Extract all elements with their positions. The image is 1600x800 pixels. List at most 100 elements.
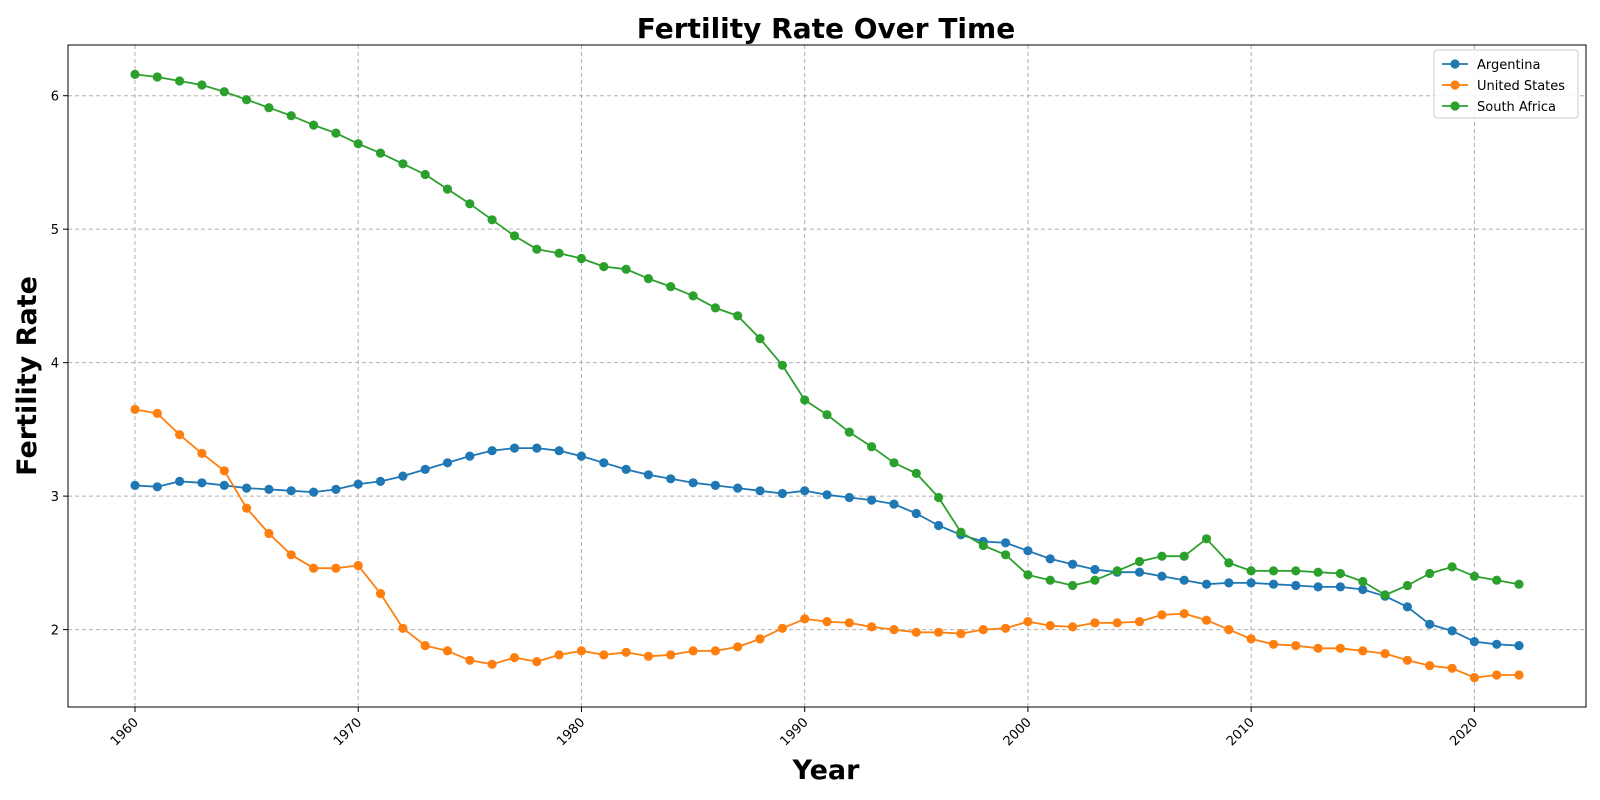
data-point-united-states (643, 651, 654, 661)
data-point-argentina (710, 480, 721, 490)
data-point-argentina (1402, 602, 1412, 612)
data-point-united-states (1313, 643, 1323, 653)
data-point-united-states (956, 629, 966, 639)
data-point-united-states (197, 448, 207, 458)
y-axis-ticks: 2 3 4 5 6 (51, 90, 68, 639)
data-point-south-africa (130, 69, 140, 79)
data-point-argentina (755, 486, 765, 496)
data-point-south-africa (1514, 579, 1524, 589)
data-point-south-africa (822, 410, 832, 420)
data-point-united-states (1514, 670, 1524, 680)
legend-label: Argentina (1477, 58, 1540, 73)
data-point-argentina (666, 474, 676, 484)
data-point-south-africa (1469, 571, 1479, 581)
data-point-united-states (710, 646, 721, 656)
legend: Argentina United States South Africa (1433, 49, 1579, 119)
data-point-south-africa (219, 87, 229, 97)
data-point-argentina (264, 484, 274, 494)
y-tick-label: 2 (51, 624, 59, 639)
data-point-united-states (1134, 617, 1145, 627)
grid-lines (68, 45, 1586, 707)
data-point-south-africa (599, 262, 609, 272)
data-point-united-states (532, 657, 542, 667)
data-point-united-states (1380, 649, 1390, 659)
data-point-south-africa (264, 103, 274, 113)
data-point-south-africa (487, 215, 497, 225)
data-point-united-states (442, 646, 453, 656)
data-point-united-states (219, 466, 229, 476)
data-point-united-states (1447, 663, 1457, 673)
data-point-united-states (420, 641, 430, 651)
data-point-united-states (800, 614, 810, 624)
data-point-united-states (398, 623, 408, 633)
data-point-south-africa (1291, 566, 1301, 576)
data-point-south-africa (1492, 575, 1502, 585)
data-point-united-states (1492, 670, 1502, 680)
data-point-united-states (1068, 622, 1078, 632)
data-point-south-africa (509, 231, 520, 241)
data-point-south-africa (398, 159, 408, 169)
data-point-united-states (934, 627, 944, 637)
data-point-south-africa (1023, 570, 1033, 580)
data-point-argentina (867, 495, 877, 505)
data-point-south-africa (956, 527, 966, 537)
data-point-argentina (777, 488, 788, 499)
data-point-argentina (331, 484, 341, 494)
data-point-argentina (353, 479, 363, 489)
data-point-south-africa (442, 184, 453, 194)
data-point-south-africa (242, 95, 252, 105)
data-point-argentina (197, 478, 207, 488)
data-point-south-africa (666, 282, 676, 292)
data-point-south-africa (1179, 551, 1189, 561)
data-point-argentina (1001, 538, 1011, 548)
data-point-argentina (1068, 559, 1078, 569)
data-point-south-africa (532, 244, 542, 254)
data-point-argentina (1469, 637, 1479, 647)
data-point-united-states (286, 550, 296, 560)
data-point-argentina (554, 446, 564, 456)
data-point-south-africa (800, 395, 810, 405)
data-point-argentina (309, 487, 319, 497)
data-point-united-states (844, 618, 854, 628)
data-point-south-africa (1358, 576, 1368, 587)
data-point-south-africa (1045, 575, 1055, 585)
data-point-argentina (822, 490, 832, 500)
data-point-south-africa (1157, 551, 1167, 561)
data-point-south-africa (375, 148, 386, 158)
data-point-argentina (576, 451, 587, 461)
data-point-united-states (867, 622, 877, 632)
data-point-united-states (375, 589, 386, 599)
data-point-united-states (1090, 618, 1100, 628)
legend-marker (1450, 59, 1460, 69)
data-point-south-africa (1201, 534, 1212, 544)
data-point-argentina (152, 482, 162, 492)
data-point-south-africa (152, 72, 162, 82)
data-point-united-states (309, 563, 319, 573)
data-point-united-states (130, 404, 140, 414)
data-point-united-states (487, 659, 497, 669)
data-point-argentina (465, 451, 475, 461)
data-point-south-africa (755, 334, 765, 344)
legend-box (1433, 49, 1579, 119)
data-point-united-states (1402, 655, 1412, 665)
data-point-united-states (1268, 639, 1279, 649)
data-point-south-africa (621, 264, 631, 274)
data-point-united-states (1291, 641, 1301, 651)
legend-marker (1450, 80, 1460, 90)
data-point-united-states (1224, 625, 1234, 635)
data-point-south-africa (867, 442, 877, 452)
legend-item-argentina: Argentina (1442, 58, 1540, 73)
data-point-south-africa (710, 303, 721, 313)
chart-title: Fertility Rate Over Time (637, 12, 1015, 45)
data-point-united-states (1023, 617, 1033, 627)
data-point-argentina (1335, 582, 1345, 592)
data-point-argentina (1447, 626, 1457, 636)
data-point-united-states (1246, 634, 1256, 644)
data-point-argentina (286, 486, 296, 496)
data-point-south-africa (1268, 566, 1279, 576)
x-axis-label: Year (792, 755, 861, 786)
data-point-south-africa (1335, 568, 1345, 579)
data-point-south-africa (420, 169, 430, 180)
